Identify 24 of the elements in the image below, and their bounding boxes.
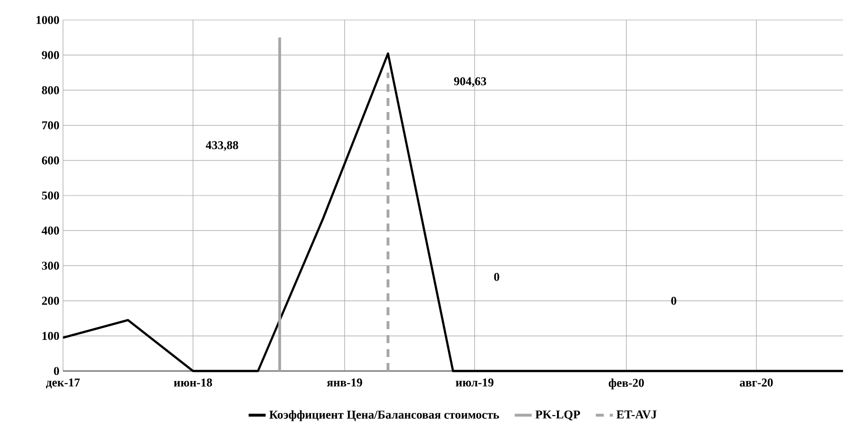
x-tick-label: фев-20 <box>608 378 644 390</box>
annotation: 904,63 <box>454 77 486 88</box>
legend-label: PK-LQP <box>535 410 580 420</box>
y-tick-label: 900 <box>42 51 60 60</box>
y-tick-label: 200 <box>42 296 60 305</box>
x-tick-label: дек-17 <box>46 378 80 388</box>
x-tick-label: июн-18 <box>174 378 212 387</box>
annotation: 433,88 <box>206 141 238 151</box>
y-tick-label: 1000 <box>36 16 60 24</box>
y-tick-label: 600 <box>42 156 60 164</box>
y-tick-label: 0 <box>54 366 60 376</box>
y-tick-label: 300 <box>42 262 60 270</box>
y-tick-label: 100 <box>42 332 60 340</box>
annotation: 0 <box>494 272 500 281</box>
y-tick-label: 500 <box>42 191 60 200</box>
annotation: 0 <box>671 296 676 305</box>
y-tick-label: 800 <box>42 86 60 94</box>
x-tick-label: янв-19 <box>326 378 362 387</box>
legend-label: Коэффициент Цена/Балансовая стоимость <box>269 410 499 422</box>
y-tick-label: 400 <box>42 226 60 235</box>
x-tick-label: июл-19 <box>456 378 494 387</box>
y-tick-label: 700 <box>42 121 60 130</box>
x-tick-label: авг-20 <box>740 378 773 387</box>
legend-label: ET-AVJ <box>616 410 657 419</box>
